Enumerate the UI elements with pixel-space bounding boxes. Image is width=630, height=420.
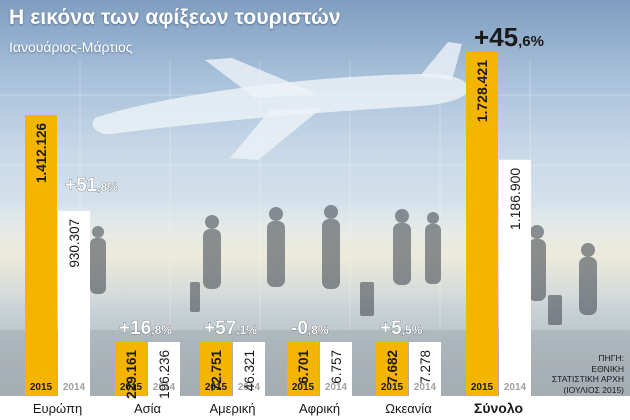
change-label-sign: + [119, 318, 130, 339]
series-label-2015: 2015 [30, 382, 53, 393]
change-label-unit: % [412, 323, 423, 337]
data-label-2015: 72.751 [209, 350, 224, 392]
bar-2014 [499, 159, 531, 396]
change-label-unit: % [318, 323, 329, 337]
data-label-2014: 6.757 [329, 350, 344, 384]
change-label-integer: 51 [76, 175, 98, 196]
change-label-sign: + [65, 175, 76, 196]
category-label: Ωκεανία [385, 401, 432, 416]
bar-2014 [409, 342, 441, 396]
bar-2014 [320, 342, 352, 396]
change-label-unit: % [107, 180, 118, 194]
series-label-2014: 2014 [414, 382, 437, 393]
airplane-icon [92, 42, 469, 160]
data-label-2015: 229.161 [124, 350, 139, 399]
series-label-2015: 2015 [381, 382, 404, 393]
traveller-silhouettes [90, 205, 597, 315]
bar-2015 [200, 342, 232, 396]
series-label-2015: 2015 [471, 382, 494, 393]
change-label-unit: % [161, 323, 172, 337]
change-label-integer: 45 [489, 22, 518, 52]
data-label-2015: 6.701 [296, 350, 311, 384]
source-note: ΠΗΓΗ: ΕΘΝΙΚΗ ΣΤΑΤΙΣΤΙΚΗ ΑΡΧΗ (ΙΟΥΛΙΟΣ 20… [536, 353, 624, 395]
change-label-decimal: ,8 [308, 323, 318, 337]
series-label-2015: 2015 [205, 382, 228, 393]
change-label-sign: + [380, 318, 391, 339]
category-label: Ασία [134, 401, 162, 416]
category-label: Αμερική [210, 401, 256, 416]
source-line: ΕΘΝΙΚΗ [591, 363, 624, 374]
bar-2015 [287, 342, 319, 396]
change-label: +16,8% [119, 318, 172, 339]
series-label-2015: 2015 [120, 382, 143, 393]
data-label-2014: 1.186.900 [507, 168, 523, 230]
change-label-sign: - [291, 318, 297, 339]
change-label-decimal: ,6 [518, 33, 531, 50]
change-label-integer: 16 [130, 318, 151, 339]
category-label: Αφρική [299, 401, 340, 416]
change-label-unit: % [246, 323, 257, 337]
change-label-decimal: ,1 [236, 323, 246, 337]
change-label-decimal: ,8 [151, 323, 161, 337]
category-strip [0, 396, 630, 420]
series-label-2014: 2014 [238, 382, 261, 393]
series-label-2014: 2014 [153, 382, 176, 393]
series-label-2014: 2014 [325, 382, 348, 393]
bar-2015 [466, 52, 498, 396]
change-label: +51,8% [65, 175, 118, 196]
data-label-2015: 7.682 [385, 350, 400, 384]
luggage-silhouettes [190, 282, 562, 325]
change-label: +5,5% [380, 318, 423, 339]
series-label-2014: 2014 [504, 382, 527, 393]
change-label-unit: % [531, 33, 544, 50]
change-label-integer: 57 [215, 318, 236, 339]
change-label-decimal: ,5 [402, 323, 412, 337]
source-line: (ΙΟΥΛΙΟΣ 2015) [563, 384, 624, 395]
category-label: Σύνολο [474, 400, 523, 416]
data-label-2015: 1.412.126 [34, 122, 49, 183]
change-label: +45,6% [474, 22, 544, 52]
data-label-2014: 46.321 [242, 350, 257, 391]
chart-title: Η εικόνα των αφίξεων τουριστών [9, 6, 341, 29]
source-line: ΠΗΓΗ: [598, 353, 624, 363]
bar-2014 [233, 342, 265, 396]
data-label-2014: 930.307 [67, 219, 82, 268]
series-label-2014: 2014 [63, 382, 86, 393]
data-label-2014: 7.278 [418, 350, 433, 384]
change-label-sign: + [204, 318, 215, 339]
bar-2015 [376, 342, 408, 396]
category-label: Ευρώπη [33, 401, 82, 416]
change-label: -0,8% [291, 318, 329, 339]
series-label-2015: 2015 [292, 382, 315, 393]
chart-subtitle: Ιανουάριος-Μάρτιος [9, 39, 133, 55]
change-label: +57,1% [204, 318, 257, 339]
bar-2014 [148, 342, 180, 396]
source-line: ΣΤΑΤΙΣΤΙΚΗ ΑΡΧΗ [551, 374, 624, 384]
change-label-integer: 5 [391, 318, 402, 339]
data-label-2014: 196.236 [157, 350, 172, 399]
bar-2015 [115, 342, 147, 396]
change-label-sign: + [474, 22, 489, 52]
change-label-integer: 0 [297, 318, 308, 339]
bar-2015 [25, 114, 57, 396]
bar-2014 [58, 210, 90, 396]
data-label-2015: 1.728.421 [474, 60, 490, 122]
change-label-decimal: ,8 [97, 180, 107, 194]
